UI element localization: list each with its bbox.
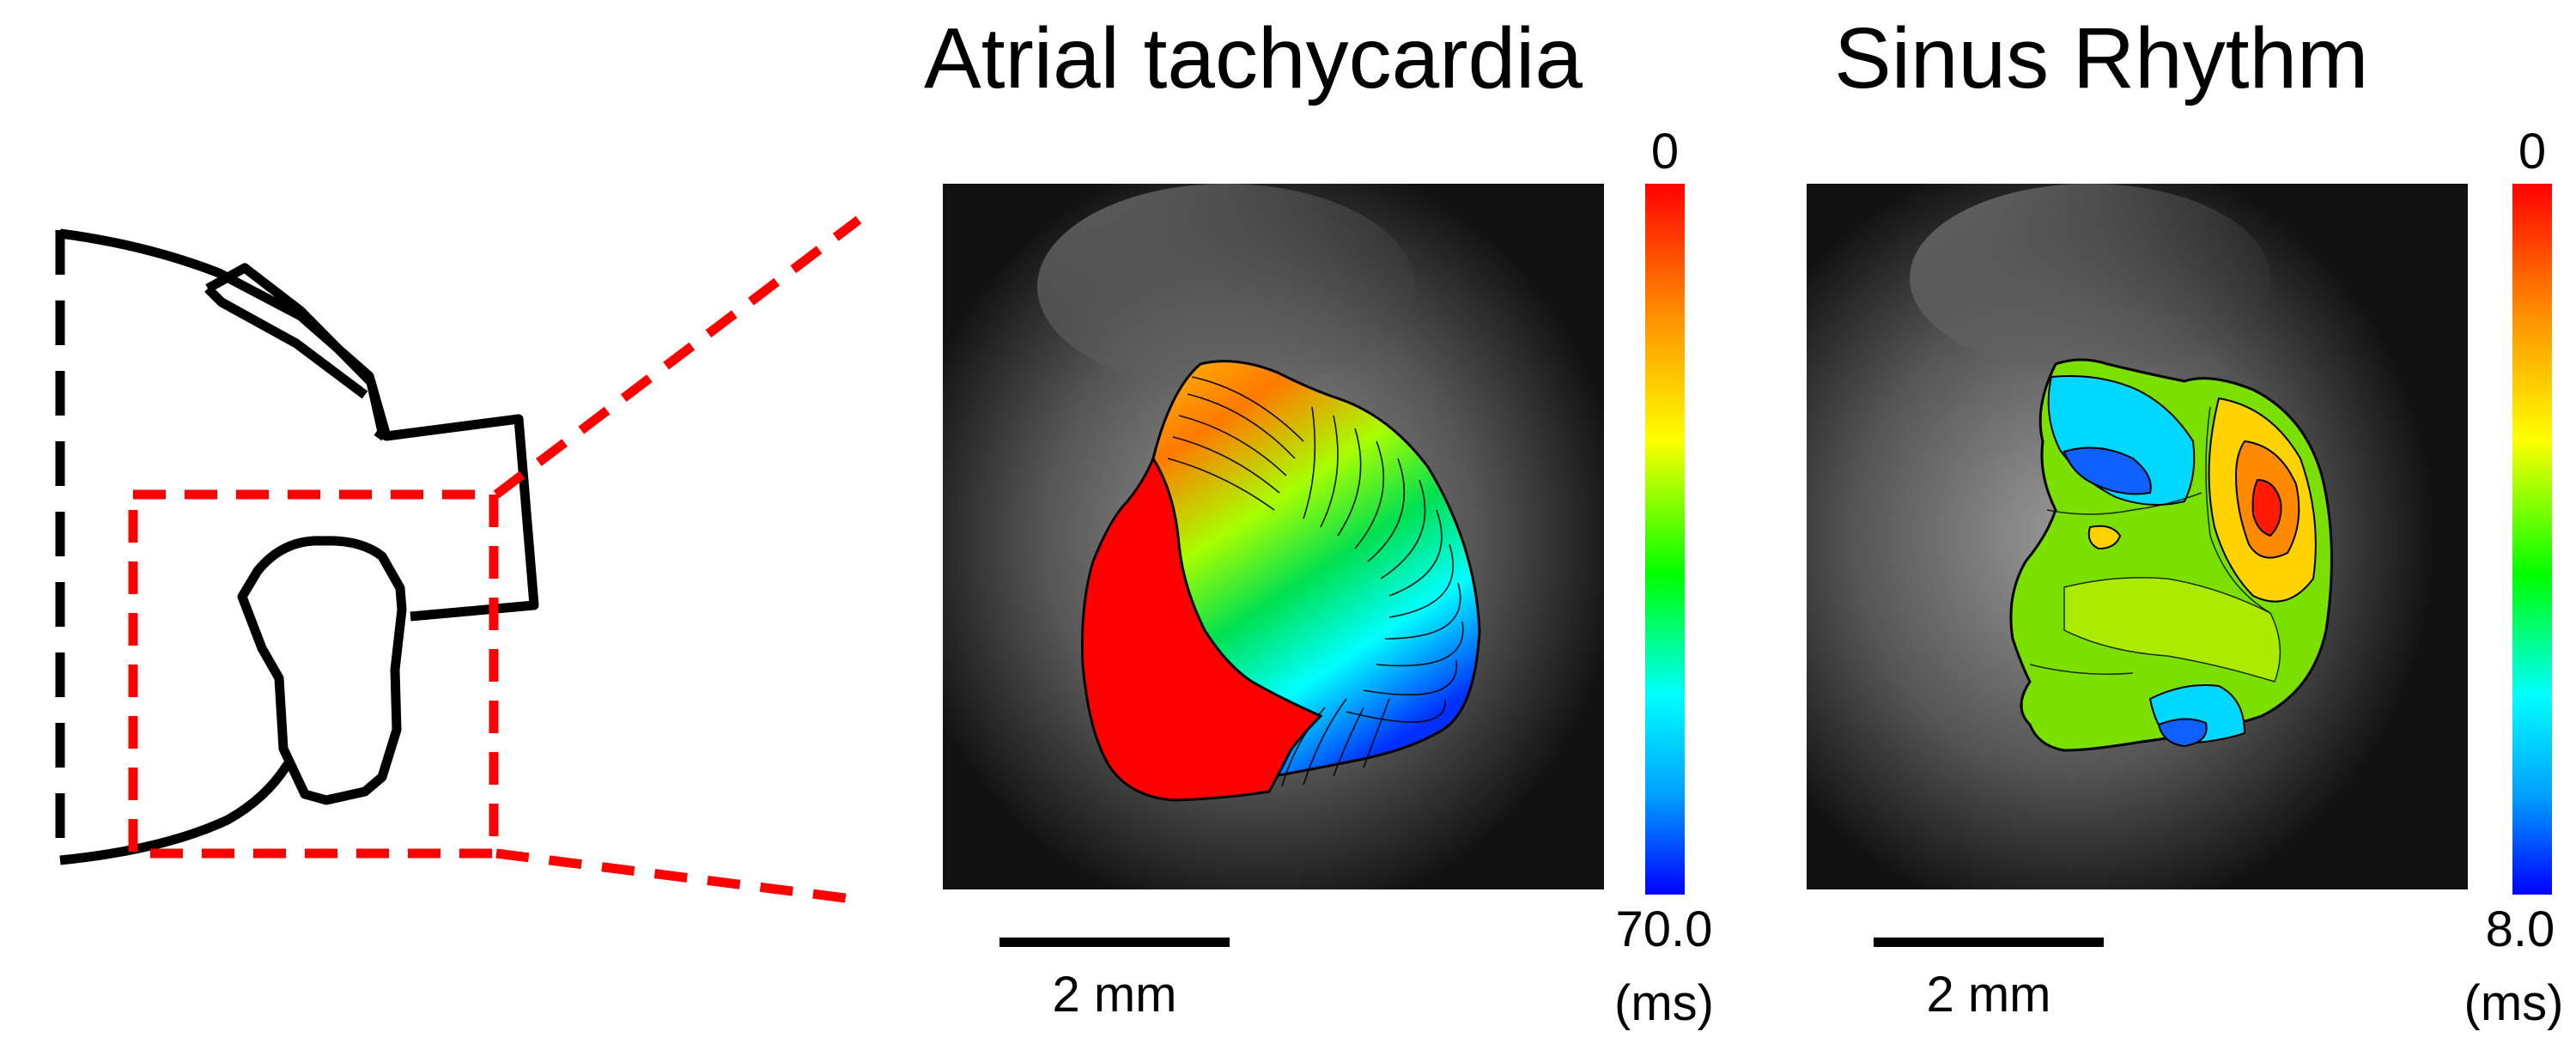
appendage-outline: [205, 263, 387, 441]
bottom-curve: [59, 762, 292, 865]
colorbar-unit-label: (ms): [1614, 975, 1714, 1031]
colorbar-top-label: 0: [2518, 124, 2547, 179]
activation-region-blue-top: [2063, 446, 2152, 495]
heart-schematic: [55, 215, 862, 905]
colorbar-bottom-label: 8.0: [2485, 901, 2555, 957]
inset-box: [128, 489, 499, 859]
panel-title-atrial-tachycardia: Atrial tachycardia: [924, 10, 1583, 106]
colorbar-top-label: 0: [1650, 124, 1680, 179]
colorbar-atrial-tachycardia: [1645, 184, 1685, 895]
tissue-outline: [59, 228, 539, 622]
activation-region-blue-bottom: [2157, 718, 2208, 748]
scale-bar: [999, 938, 1230, 947]
projection-line-top: [493, 215, 862, 499]
scale-bar-label: 2 mm: [1052, 967, 1177, 1023]
scale-bar-label: 2 mm: [1926, 967, 2051, 1023]
activation-map-sinus-rhythm: [1807, 184, 2468, 889]
appendage-inner-line: [204, 285, 368, 399]
projection-line-bottom: [495, 848, 860, 905]
activation-map-atrial-tachycardia: [943, 184, 1604, 889]
orifice-outline: [237, 536, 407, 805]
colorbar-sinus-rhythm: [2512, 184, 2552, 895]
activation-region-red: [2251, 478, 2282, 537]
activation-region-yellow-small: [2087, 525, 2122, 550]
colorbar-bottom-label: 70.0: [1615, 901, 1713, 957]
colorbar-unit-label: (ms): [2464, 975, 2564, 1031]
isochrone-lines: [2029, 406, 2271, 675]
activation-region-red: [1081, 455, 1323, 802]
panel-title-sinus-rhythm: Sinus Rhythm: [1834, 10, 2369, 106]
scale-bar: [1874, 938, 2104, 947]
activation-region-lightgreen: [2063, 577, 2281, 683]
